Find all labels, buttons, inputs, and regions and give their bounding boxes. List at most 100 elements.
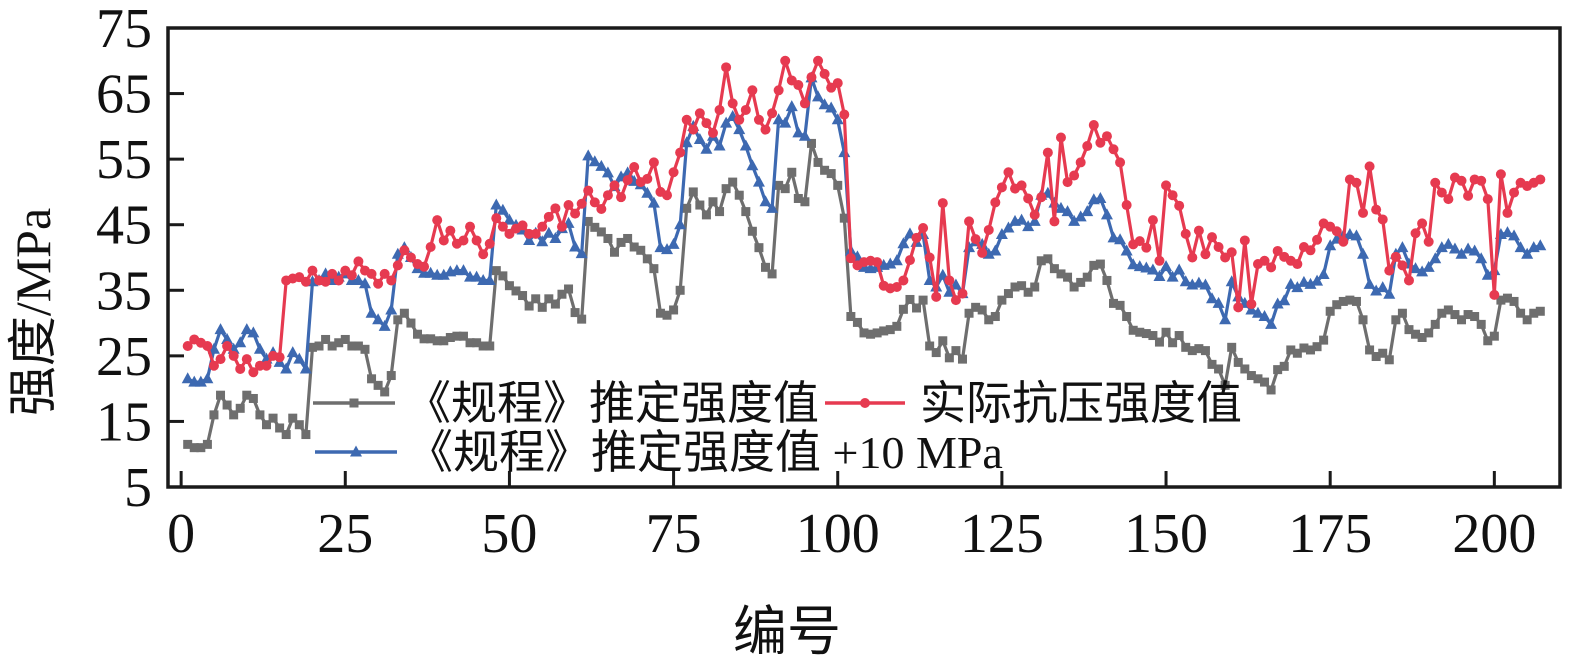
marker-circle: [458, 235, 469, 246]
marker-circle: [819, 68, 830, 79]
marker-circle: [497, 221, 508, 232]
marker-circle: [576, 198, 587, 209]
marker-circle: [261, 360, 272, 371]
marker-square: [885, 325, 895, 335]
marker-square: [478, 341, 488, 351]
marker-triangle: [989, 244, 1002, 256]
marker-triangle: [1284, 277, 1297, 289]
marker-square: [833, 180, 843, 190]
marker-circle: [924, 252, 935, 263]
marker-square: [1502, 293, 1512, 303]
marker-circle: [970, 234, 981, 245]
marker-circle: [1180, 228, 1191, 239]
marker-square: [1332, 300, 1342, 310]
marker-square: [202, 439, 212, 449]
marker-circle: [707, 127, 718, 138]
marker-circle: [832, 78, 843, 89]
marker-circle: [1082, 141, 1093, 152]
marker-square: [1351, 296, 1361, 306]
marker-circle: [1088, 120, 1099, 131]
marker-circle: [366, 268, 377, 279]
marker-square: [419, 334, 429, 344]
marker-square: [1476, 319, 1486, 329]
marker-circle: [300, 276, 311, 287]
marker-square: [1168, 338, 1178, 348]
marker-square: [485, 341, 495, 351]
marker-circle: [208, 360, 219, 371]
marker-circle: [839, 109, 850, 120]
marker-square: [688, 187, 698, 197]
marker-square: [1253, 374, 1263, 384]
marker-circle: [937, 198, 948, 209]
marker-square: [852, 317, 862, 327]
marker-circle: [904, 255, 915, 266]
marker-circle: [1134, 236, 1145, 247]
marker-circle: [491, 213, 502, 224]
marker-circle: [977, 247, 988, 258]
marker-square: [1200, 346, 1210, 356]
marker-circle: [353, 256, 364, 267]
marker-circle: [1259, 255, 1270, 266]
marker-square: [715, 207, 725, 217]
marker-triangle: [779, 116, 792, 128]
marker-triangle: [752, 175, 765, 187]
marker-square: [839, 213, 849, 223]
marker-square: [1122, 312, 1132, 322]
marker-triangle: [1409, 262, 1422, 274]
marker-square: [669, 305, 679, 315]
marker-square: [649, 264, 659, 274]
marker-square: [1260, 377, 1270, 387]
marker-square: [1319, 335, 1329, 345]
marker-triangle: [424, 266, 437, 278]
marker-circle: [1371, 204, 1382, 215]
marker-square: [550, 299, 560, 309]
marker-square: [472, 338, 482, 348]
marker-square: [452, 331, 462, 341]
marker-square: [813, 157, 823, 167]
marker-circle: [990, 197, 1001, 208]
marker-triangle: [207, 342, 220, 354]
marker-square: [1312, 342, 1322, 352]
marker-square: [1154, 337, 1164, 347]
marker-circle: [1535, 174, 1546, 185]
marker-triangle: [1074, 210, 1087, 222]
marker-square: [1017, 281, 1027, 291]
marker-circle: [1036, 192, 1047, 203]
marker-triangle: [661, 243, 674, 255]
marker-square: [774, 180, 784, 190]
marker-circle: [1456, 175, 1467, 186]
marker-square: [1286, 345, 1296, 355]
marker-triangle: [766, 201, 779, 213]
y-tick-label: 15: [96, 391, 152, 453]
marker-circle: [681, 114, 692, 125]
marker-triangle: [733, 123, 746, 135]
marker-square: [439, 336, 449, 346]
marker-triangle: [352, 273, 365, 285]
marker-triangle: [1127, 258, 1140, 270]
marker-square: [623, 233, 633, 243]
marker-square: [741, 207, 751, 217]
marker-circle: [845, 253, 856, 264]
marker-circle: [911, 232, 922, 243]
marker-triangle: [818, 98, 831, 110]
marker-triangle: [1501, 226, 1514, 238]
marker-square: [1457, 315, 1467, 325]
marker-square: [301, 430, 311, 440]
marker-square: [537, 302, 547, 312]
marker-square: [944, 353, 954, 363]
marker-square: [445, 332, 455, 342]
y-axis-title: 强度/MPa: [5, 208, 61, 416]
marker-triangle: [181, 372, 194, 384]
marker-triangle: [1022, 220, 1035, 232]
x-axis-title: 编号: [733, 602, 841, 662]
marker-circle: [944, 275, 955, 286]
marker-square: [925, 341, 935, 351]
marker-square: [491, 266, 501, 276]
marker-triangle: [1481, 268, 1494, 280]
marker-square: [504, 281, 514, 291]
marker-circle: [1305, 245, 1316, 256]
marker-square: [281, 430, 291, 440]
marker-triangle: [365, 306, 378, 318]
